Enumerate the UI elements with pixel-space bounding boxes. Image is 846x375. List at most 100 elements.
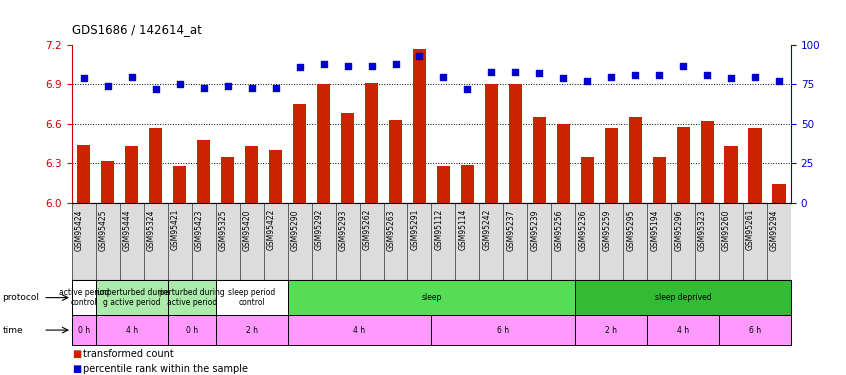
Text: GSM95263: GSM95263 <box>387 209 396 251</box>
Bar <box>72 280 96 315</box>
Text: 0 h: 0 h <box>78 326 90 334</box>
Point <box>533 70 547 76</box>
Bar <box>413 49 426 203</box>
Text: GSM95444: GSM95444 <box>123 209 132 251</box>
Point <box>341 63 354 69</box>
Text: GSM95114: GSM95114 <box>459 209 467 251</box>
Bar <box>125 146 139 203</box>
Text: perturbed during
active period: perturbed during active period <box>159 288 225 308</box>
Text: 6 h: 6 h <box>749 326 761 334</box>
Point <box>749 74 762 80</box>
Text: GDS1686 / 142614_at: GDS1686 / 142614_at <box>72 22 202 36</box>
Point <box>437 74 450 80</box>
Bar <box>700 122 714 203</box>
Text: GSM95421: GSM95421 <box>171 209 179 251</box>
Text: GSM95292: GSM95292 <box>315 209 323 251</box>
Point <box>101 83 114 89</box>
Text: GSM95296: GSM95296 <box>674 209 684 251</box>
Bar <box>102 161 114 203</box>
Bar <box>437 166 450 203</box>
Bar <box>533 117 546 203</box>
Text: unperturbed durin
g active period: unperturbed durin g active period <box>96 288 168 308</box>
Text: GSM95422: GSM95422 <box>266 209 276 251</box>
Text: 4 h: 4 h <box>354 326 365 334</box>
Bar <box>605 128 618 203</box>
Text: GSM95325: GSM95325 <box>219 209 228 251</box>
Bar <box>341 113 354 203</box>
Bar <box>245 146 258 203</box>
Bar <box>557 124 570 203</box>
Text: GSM95293: GSM95293 <box>338 209 348 251</box>
Point <box>629 72 642 78</box>
Text: GSM95424: GSM95424 <box>75 209 84 251</box>
Text: GSM95237: GSM95237 <box>507 209 515 251</box>
Bar <box>749 128 761 203</box>
Text: GSM95324: GSM95324 <box>147 209 156 251</box>
Text: GSM95420: GSM95420 <box>243 209 252 251</box>
Bar <box>216 280 288 315</box>
Text: GSM95242: GSM95242 <box>482 209 492 251</box>
Text: GSM95239: GSM95239 <box>530 209 540 251</box>
Text: GSM95260: GSM95260 <box>722 209 731 251</box>
Text: GSM95262: GSM95262 <box>363 209 371 251</box>
Text: GSM95425: GSM95425 <box>99 209 107 251</box>
Bar <box>173 166 186 203</box>
Bar <box>677 127 689 203</box>
Bar <box>431 315 575 345</box>
Text: sleep: sleep <box>421 293 442 302</box>
Bar <box>168 280 216 315</box>
Point <box>700 72 714 78</box>
Bar <box>724 146 738 203</box>
Text: GSM95294: GSM95294 <box>770 209 779 251</box>
Text: time: time <box>3 326 23 334</box>
Bar <box>317 84 330 203</box>
Text: GSM95291: GSM95291 <box>410 209 420 251</box>
Point <box>772 78 786 84</box>
Point <box>173 81 186 87</box>
Bar <box>719 315 791 345</box>
Text: 4 h: 4 h <box>677 326 689 334</box>
Bar <box>168 315 216 345</box>
Text: 4 h: 4 h <box>126 326 138 334</box>
Text: GSM95323: GSM95323 <box>698 209 707 251</box>
Bar <box>197 140 211 203</box>
Text: 2 h: 2 h <box>245 326 258 334</box>
Text: GSM95112: GSM95112 <box>435 209 443 251</box>
Bar <box>149 128 162 203</box>
Point <box>77 75 91 81</box>
Point <box>460 86 474 92</box>
Text: transformed count: transformed count <box>83 350 173 359</box>
Bar <box>575 280 791 315</box>
Bar <box>96 280 168 315</box>
Point <box>652 72 666 78</box>
Bar <box>647 315 719 345</box>
Text: sleep deprived: sleep deprived <box>655 293 711 302</box>
Text: percentile rank within the sample: percentile rank within the sample <box>83 364 248 374</box>
Bar <box>508 84 522 203</box>
Bar <box>580 157 594 203</box>
Point <box>557 75 570 81</box>
Point <box>485 69 498 75</box>
Point <box>365 63 378 69</box>
Text: 6 h: 6 h <box>497 326 509 334</box>
Point <box>724 75 738 81</box>
Text: ■: ■ <box>72 350 81 359</box>
Bar <box>269 150 283 203</box>
Bar <box>652 157 666 203</box>
Point <box>269 85 283 91</box>
Point <box>293 64 306 70</box>
Bar <box>77 145 91 203</box>
Point <box>245 85 259 91</box>
Bar <box>772 184 786 203</box>
Text: GSM95256: GSM95256 <box>554 209 563 251</box>
Point <box>389 61 403 67</box>
Bar <box>629 117 642 203</box>
Text: GSM95261: GSM95261 <box>746 209 755 251</box>
Point <box>604 74 618 80</box>
Bar <box>575 315 647 345</box>
Bar <box>288 280 575 315</box>
Bar <box>96 315 168 345</box>
Bar <box>461 165 474 203</box>
Text: GSM95295: GSM95295 <box>626 209 635 251</box>
Text: 2 h: 2 h <box>605 326 618 334</box>
